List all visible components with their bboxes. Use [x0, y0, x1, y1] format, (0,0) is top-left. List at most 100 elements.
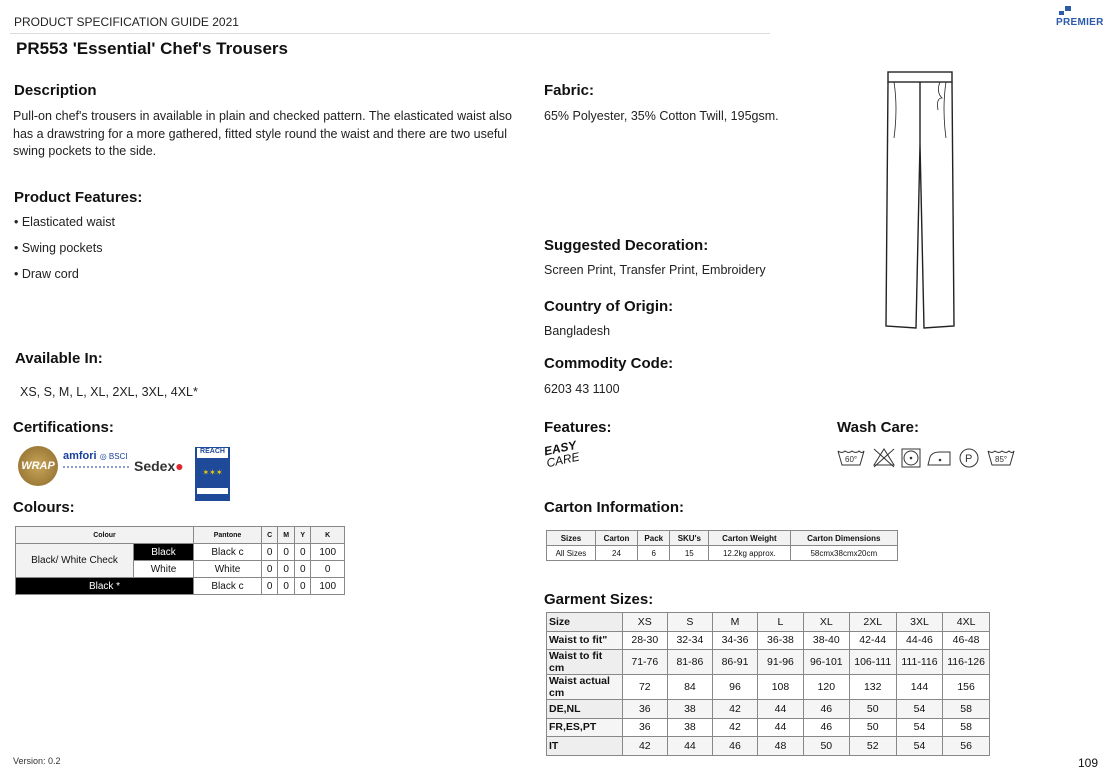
size-cell: 120 [802, 674, 850, 700]
table-row: DE,NL 36 38 42 44 46 50 54 58 [546, 699, 990, 719]
size-cell: 108 [757, 674, 804, 700]
col-header: M [277, 526, 296, 544]
size-cell: 106-111 [848, 649, 897, 675]
features-heading: Product Features: [14, 189, 143, 206]
row-label: Size [546, 612, 623, 632]
table-row: FR,ES,PT 36 38 42 44 46 50 54 58 [546, 717, 990, 737]
c: 0 [260, 577, 279, 595]
feature-item: • Swing pockets [14, 241, 103, 255]
available-heading: Available In: [15, 350, 103, 367]
feature-item: • Elasticated waist [14, 215, 115, 229]
carton-header: Carton Dimensions [789, 530, 899, 546]
size-cell: 42 [621, 736, 668, 756]
m: 0 [277, 577, 296, 595]
y: 0 [294, 543, 312, 561]
col-header: Y [294, 526, 312, 544]
m: 0 [277, 543, 296, 561]
size-cell: 52 [848, 736, 897, 756]
version-label: Version: 0.2 [13, 756, 61, 766]
size-cell: 132 [848, 674, 897, 700]
size-cell: 32-34 [666, 630, 713, 650]
carton-header: Carton [594, 530, 639, 546]
col-header: K [310, 526, 345, 544]
size-cell: 44 [757, 699, 804, 719]
size-cell: 86-91 [711, 649, 759, 675]
colour-group: Black/ White Check [15, 543, 134, 578]
row-label: Waist to fit" [546, 630, 623, 650]
origin-text: Bangladesh [544, 324, 611, 338]
size-cell: 42 [711, 717, 759, 737]
size-cell: 144 [895, 674, 944, 700]
garment-heading: Garment Sizes: [544, 591, 654, 608]
table-row: IT 42 44 46 48 50 52 54 56 [546, 736, 990, 756]
origin-heading: Country of Origin: [544, 298, 674, 315]
guide-header: PRODUCT SPECIFICATION GUIDE 2021 [14, 15, 239, 29]
carton-cell: 12.2kg approx. [708, 545, 791, 561]
size-cell: L [757, 612, 804, 632]
carton-header: SKU's [669, 530, 710, 546]
divider [10, 33, 770, 34]
fabric-heading: Fabric: [544, 82, 595, 99]
table-row: Size XS S M L XL 2XL 3XL 4XL [546, 612, 990, 632]
fabric-text: 65% Polyester, 35% Cotton Twill, 195gsm. [544, 109, 779, 123]
size-cell: 56 [942, 736, 990, 756]
pantone: Black c [193, 543, 262, 561]
col-header: C [260, 526, 279, 544]
carton-heading: Carton Information: [544, 499, 684, 516]
svg-text:P: P [965, 453, 972, 465]
size-cell: 72 [621, 674, 668, 700]
wash-85-icon: 85° [987, 450, 1015, 466]
size-cell: 46 [802, 717, 850, 737]
size-cell: 38 [666, 717, 713, 737]
m: 0 [277, 560, 296, 578]
size-cell: 44 [757, 717, 804, 737]
size-cell: 58 [942, 717, 990, 737]
washcare-heading: Wash Care: [837, 419, 919, 436]
pantone: Black c [193, 577, 262, 595]
colour-name: Black [133, 543, 194, 561]
carton-cell: 15 [669, 545, 710, 561]
size-cell: 50 [848, 699, 897, 719]
k: 100 [310, 543, 345, 561]
size-cell: 36 [621, 717, 668, 737]
carton-cell: 58cmx38cmx20cm [789, 545, 899, 561]
tumble-dry-low-icon [901, 448, 921, 468]
carton-cell: 6 [637, 545, 671, 561]
row-label: Waist to fit cm [546, 649, 623, 675]
size-cell: 46-48 [942, 630, 990, 650]
row-label: FR,ES,PT [546, 717, 623, 737]
size-cell: 38 [666, 699, 713, 719]
easy-care-icon: EASY CARE [542, 437, 581, 471]
wash-60-icon: 60° [837, 450, 865, 466]
size-cell: XL [802, 612, 850, 632]
commodity-heading: Commodity Code: [544, 355, 674, 372]
size-cell: 34-36 [711, 630, 759, 650]
size-cell: 2XL [848, 612, 897, 632]
size-cell: 36-38 [757, 630, 804, 650]
col-header: Colour [15, 526, 194, 544]
size-cell: 111-116 [895, 649, 944, 675]
y: 0 [294, 577, 312, 595]
carton-cell: All Sizes [546, 545, 596, 561]
size-cell: 42-44 [848, 630, 897, 650]
size-cell: S [666, 612, 713, 632]
amfori-logo: amfori ◎ BSCI [63, 450, 128, 462]
carton-header: Pack [637, 530, 671, 546]
size-cell: 46 [802, 699, 850, 719]
table-row: Waist to fit" 28-30 32-34 34-36 36-38 38-40 42… [546, 630, 990, 650]
dry-clean-p-icon: P [959, 448, 979, 468]
y: 0 [294, 560, 312, 578]
wrap-logo: WRAP [18, 446, 58, 486]
decoration-text: Screen Print, Transfer Print, Embroidery [544, 263, 766, 277]
iron-low-icon [927, 451, 951, 466]
size-cell: 48 [757, 736, 804, 756]
wash-care-icons: 60° P 85° [837, 448, 1015, 468]
trousers-illustration [885, 71, 955, 329]
size-cell: 3XL [895, 612, 944, 632]
commodity-text: 6203 43 1100 [544, 382, 620, 396]
colours-heading: Colours: [13, 499, 75, 516]
decoration-heading: Suggested Decoration: [544, 237, 709, 254]
svg-text:85°: 85° [995, 455, 1007, 464]
size-cell: 84 [666, 674, 713, 700]
size-cell: 38-40 [802, 630, 850, 650]
